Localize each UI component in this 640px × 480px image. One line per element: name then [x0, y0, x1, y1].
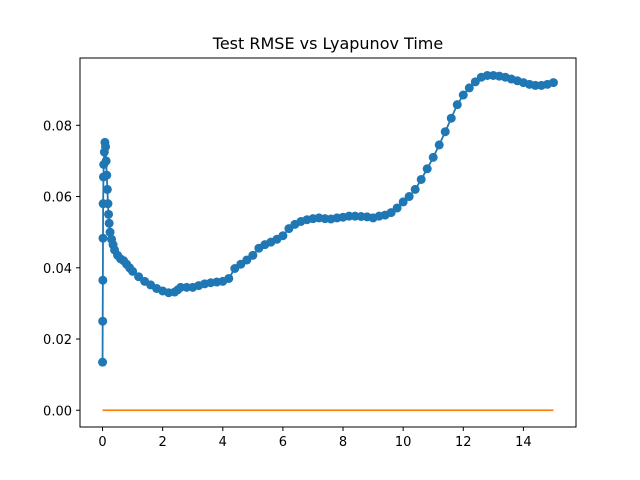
- series-0-point: [404, 192, 414, 202]
- series-0-point: [98, 275, 108, 285]
- plot-area: [98, 70, 558, 412]
- series-0-point: [101, 156, 111, 166]
- series-0-point: [101, 142, 111, 152]
- y-tick-label: 0.00: [43, 404, 72, 419]
- axes: 0 2 4 6 8 10 12 14 0.00 0.02 0.04 0.06 0.08: [43, 57, 577, 450]
- series-0-point: [428, 152, 438, 162]
- series-0-point: [452, 100, 462, 110]
- y-tick-label: 0.06: [43, 191, 72, 206]
- series-0-point: [98, 316, 108, 326]
- x-tick-label: 10: [395, 435, 412, 450]
- x-tick-label: 12: [455, 435, 472, 450]
- x-tick-label: 8: [339, 435, 347, 450]
- series-0-point: [392, 203, 402, 213]
- series-0-point: [128, 266, 138, 276]
- series-0-point: [102, 184, 112, 194]
- series-0-point: [224, 273, 234, 283]
- plot-frame: [79, 57, 577, 428]
- series-0-point: [104, 218, 114, 228]
- series-0-point: [103, 199, 113, 209]
- series-0-point: [105, 227, 115, 237]
- series-0-point: [416, 174, 426, 184]
- x-tick-label: 4: [219, 435, 227, 450]
- x-tick-label: 0: [98, 435, 106, 450]
- series-0-point: [458, 90, 468, 100]
- series-0-point: [434, 140, 444, 150]
- series-0-point: [548, 78, 558, 88]
- series-0-point: [104, 209, 114, 219]
- chart-title: Test RMSE vs Lyapunov Time: [212, 34, 443, 53]
- x-tick-label: 14: [515, 435, 532, 450]
- series-0-point: [98, 233, 108, 243]
- series-0-point: [398, 197, 408, 207]
- series-0-point: [422, 164, 432, 174]
- series-0-point: [102, 170, 112, 180]
- y-tick-label: 0.02: [43, 333, 72, 348]
- x-tick-label: 6: [279, 435, 287, 450]
- series-0-point: [464, 83, 474, 93]
- series-0-point: [410, 184, 420, 194]
- y-tick-label: 0.08: [43, 119, 72, 134]
- series-0-point: [440, 127, 450, 137]
- x-tick-label: 2: [159, 435, 167, 450]
- series-0-point: [98, 357, 108, 367]
- y-tick-label: 0.04: [43, 262, 72, 277]
- series-0-point: [446, 113, 456, 123]
- series-0-point: [278, 231, 288, 241]
- series-0-point: [248, 250, 258, 260]
